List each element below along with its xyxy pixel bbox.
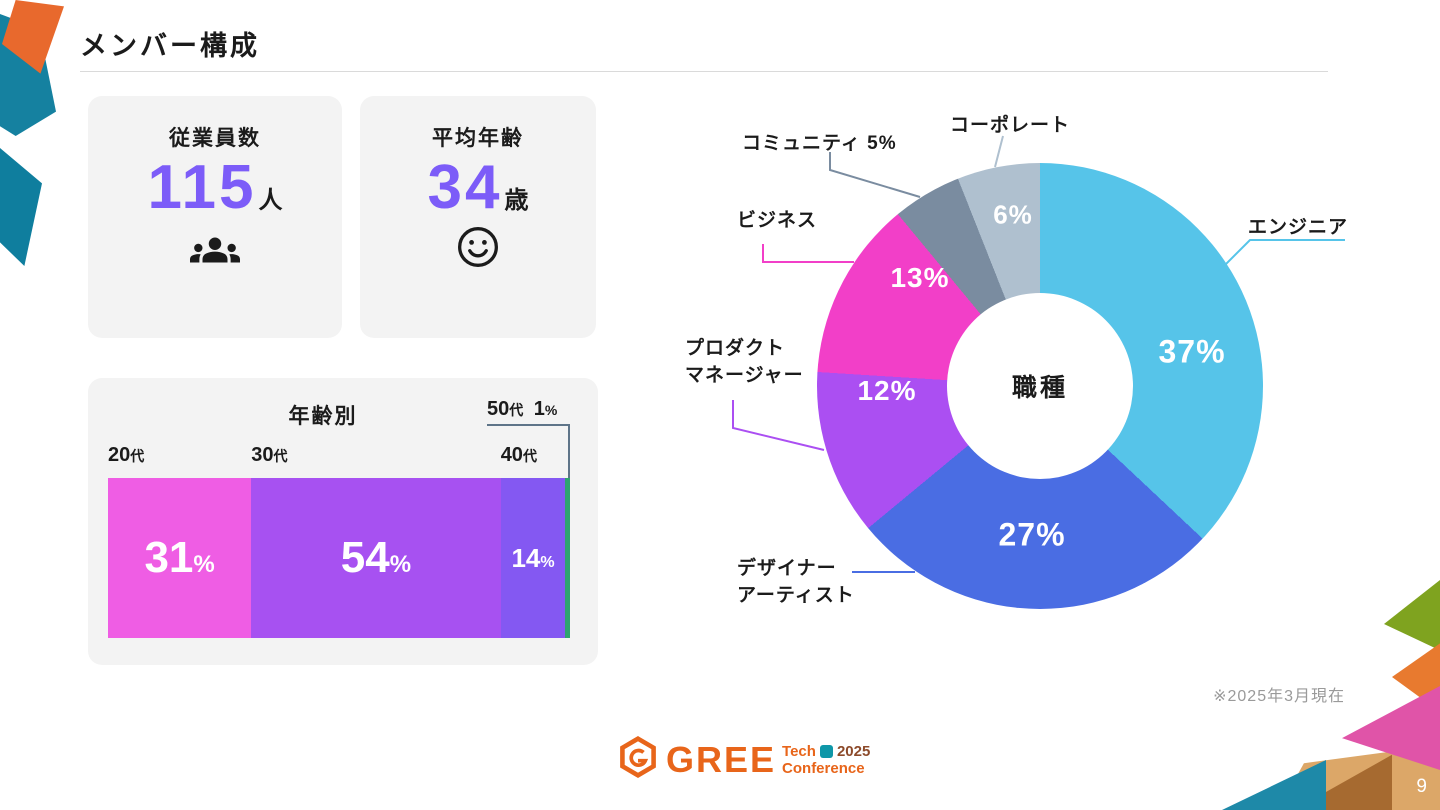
smiley-icon: [456, 225, 500, 274]
logo-subtext: Tech 2025 Conference: [782, 743, 870, 777]
donut-center-label: 職種: [947, 293, 1133, 479]
callout-product: プロダクト マネージャー: [685, 338, 804, 386]
decor-shape-teal-top-left-2: [0, 148, 42, 266]
age-category-labels: 20代 30代 40代: [108, 444, 570, 472]
donut-pct-engineer: 37%: [1158, 333, 1226, 370]
donut-pct-corporate: 6%: [993, 199, 1033, 230]
title-divider: [80, 71, 1328, 72]
age-pct-50s-number: 1: [533, 398, 545, 420]
callout-designer: デザイナー アーティスト: [737, 558, 855, 606]
age-50s-leader-line: [487, 424, 570, 480]
decor-shape-teal-bottom-right: [1222, 760, 1326, 810]
age-cat-40s: 40代: [500, 444, 537, 466]
donut-pct-designer: 27%: [998, 516, 1066, 553]
leader-line-engineer: [1212, 239, 1345, 278]
age-cat-50s-number: 50: [487, 398, 510, 420]
age-cat-30s: 30代: [251, 444, 288, 466]
leader-line-corporate: [994, 135, 1004, 168]
age-bar-segment-40s: 14%: [500, 478, 566, 638]
age-bar-segment-50s: [565, 478, 570, 638]
donut-pct-product: 12%: [857, 375, 917, 406]
stat-number: 34: [427, 153, 503, 222]
age-chart-card: 年齢別 50代 1% 20代 30代 40代 31% 54% 14%: [88, 378, 598, 665]
stat-value-employees: 115 人: [147, 152, 282, 223]
donut-pct-business: 13%: [890, 262, 950, 293]
callout-business: ビジネス: [737, 210, 818, 231]
stat-label-employees: 従業員数: [169, 127, 261, 150]
logo-year-text: 2025: [836, 742, 871, 760]
logo-badge-icon: [819, 744, 833, 758]
page-title: メンバー構成: [80, 31, 260, 61]
people-icon: [190, 225, 240, 280]
leader-line-business: [762, 244, 854, 263]
age-cat-20s: 20代: [108, 444, 145, 466]
gree-tech-conference-logo: GREE Tech 2025 Conference: [616, 735, 870, 784]
age-stacked-bar: 31% 54% 14%: [108, 478, 570, 638]
leader-line-community: [829, 152, 921, 198]
job-type-donut-chart: 職種 37% 27% 12% 13% 6% コミュニティ 5% コーポレート エ…: [650, 90, 1370, 660]
footnote: ※2025年3月現在: [1213, 688, 1345, 705]
logo-tech-text: Tech: [782, 742, 816, 760]
age-label-50s: 50代 1%: [487, 398, 557, 421]
stat-unit: 歳: [504, 187, 529, 214]
page-number: 9: [1416, 776, 1427, 797]
callout-corporate: コーポレート: [950, 115, 1071, 136]
stat-number: 115: [147, 153, 257, 222]
logo-brand-text: GREE: [666, 738, 777, 780]
stat-value-average-age: 34 歳: [428, 152, 529, 223]
stat-label-average-age: 平均年齢: [432, 127, 524, 150]
stat-card-average-age: 平均年齢 34 歳: [360, 96, 596, 338]
gree-hexagon-icon: [616, 735, 660, 784]
age-chart-title: 年齢別: [288, 405, 358, 428]
logo-conference-text: Conference: [782, 759, 865, 777]
age-bar-segment-20s: 31%: [108, 478, 252, 638]
stat-card-employees: 従業員数 115 人: [88, 96, 342, 338]
age-bar-segment-30s: 54%: [251, 478, 501, 638]
callout-community: コミュニティ 5%: [742, 133, 897, 154]
age-pct-50s-suffix: %: [544, 402, 558, 418]
callout-engineer: エンジニア: [1248, 217, 1349, 238]
stat-unit: 人: [258, 187, 283, 214]
leader-line-product: [732, 400, 825, 451]
decor-shape-green-bottom-right: [1384, 580, 1440, 651]
age-cat-50s-suffix: 代: [509, 402, 524, 418]
